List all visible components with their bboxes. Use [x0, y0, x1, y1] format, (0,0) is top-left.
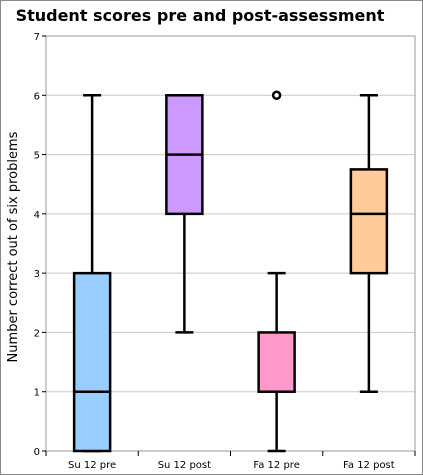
x-tick-label: Su 12 post [158, 460, 211, 471]
y-tick-label: 0 [34, 447, 40, 458]
y-tick-label: 7 [34, 32, 40, 43]
outlier-point [271, 90, 282, 101]
y-tick-label: 2 [34, 328, 40, 339]
y-tick-label: 5 [34, 151, 40, 162]
box [349, 168, 389, 275]
y-tick-label: 6 [34, 91, 40, 102]
box [72, 271, 112, 453]
y-axis-label: Number correct out of six problems [6, 131, 21, 362]
x-tick-label: Fa 12 post [343, 460, 395, 471]
y-tick-label: 4 [34, 210, 40, 221]
y-tick-label: 1 [34, 388, 40, 399]
x-tick-label: Su 12 pre [68, 460, 116, 471]
x-tick-label: Fa 12 pre [253, 460, 299, 471]
chart-title: Student scores pre and post-assessment [16, 6, 385, 25]
box [257, 331, 296, 393]
y-tick-label: 3 [34, 269, 40, 280]
